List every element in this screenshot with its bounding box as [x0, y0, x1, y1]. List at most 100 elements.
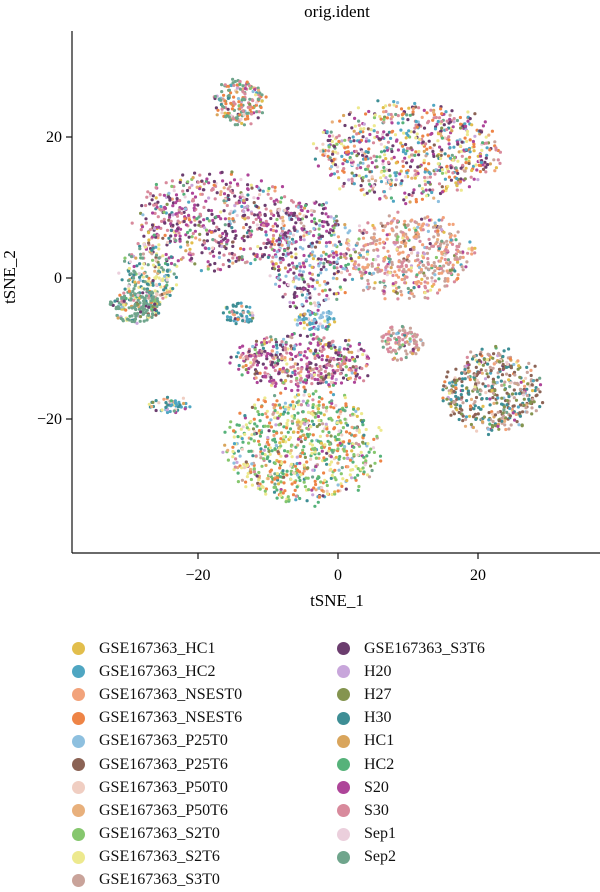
legend-item: GSE167363_S2T6 [72, 846, 242, 869]
scatter-point [178, 239, 182, 243]
scatter-point [500, 373, 505, 377]
scatter-point [151, 194, 155, 198]
scatter-point [324, 422, 328, 426]
scatter-point [316, 500, 320, 504]
scatter-point [201, 243, 205, 247]
legend-label: HC1 [364, 732, 395, 750]
scatter-point [239, 177, 243, 182]
scatter-point [447, 135, 451, 139]
scatter-point [290, 332, 294, 337]
scatter-point [334, 348, 338, 352]
scatter-point [297, 426, 301, 430]
scatter-point [388, 174, 392, 178]
scatter-point [331, 339, 335, 343]
scatter-point [313, 245, 318, 249]
scatter-point [432, 261, 436, 265]
scatter-point [183, 207, 188, 211]
scatter-point [503, 388, 507, 392]
scatter-point [337, 429, 341, 433]
legend-label: Sep2 [364, 848, 396, 866]
scatter-point [293, 318, 297, 322]
scatter-point [290, 217, 294, 221]
scatter-point [317, 292, 321, 296]
legend-item: GSE167363_NSEST0 [72, 683, 242, 706]
scatter-point [479, 389, 483, 393]
scatter-point [331, 276, 335, 280]
scatter-point [443, 136, 447, 140]
scatter-point [281, 226, 285, 231]
scatter-point [306, 288, 310, 293]
scatter-point [414, 352, 418, 356]
scatter-point [285, 473, 289, 477]
scatter-point [332, 260, 336, 264]
scatter-point [286, 206, 290, 210]
scatter-point [258, 213, 262, 217]
scatter-point [168, 215, 172, 219]
scatter-point [321, 405, 325, 409]
scatter-point [445, 128, 449, 132]
scatter-point [427, 119, 431, 123]
scatter-point [320, 397, 324, 401]
scatter-point [527, 361, 531, 365]
scatter-point [127, 287, 131, 291]
scatter-point [361, 265, 365, 269]
scatter-point [291, 471, 295, 475]
scatter-point [465, 399, 469, 403]
scatter-point [202, 205, 206, 209]
scatter-point [275, 431, 279, 435]
scatter-point [143, 245, 147, 249]
scatter-point [170, 197, 174, 201]
scatter-point [447, 169, 451, 174]
scatter-point [234, 201, 238, 205]
scatter-point [321, 207, 326, 211]
scatter-point [275, 224, 279, 228]
scatter-point [366, 127, 370, 131]
scatter-point [339, 242, 343, 246]
scatter-point [274, 382, 278, 386]
scatter-point [431, 149, 435, 154]
scatter-point [382, 120, 386, 124]
scatter-point [301, 451, 305, 455]
scatter-point [122, 299, 126, 303]
scatter-point [447, 142, 451, 146]
scatter-point [234, 304, 238, 308]
scatter-point [417, 222, 421, 226]
scatter-point [332, 292, 336, 296]
scatter-point [414, 119, 418, 124]
scatter-point [518, 375, 522, 379]
scatter-point [343, 291, 347, 295]
scatter-point [147, 279, 151, 283]
scatter-point [264, 233, 268, 237]
scatter-point [126, 317, 130, 321]
scatter-point [456, 159, 460, 163]
scatter-point [389, 350, 393, 354]
scatter-point [357, 443, 361, 447]
scatter-point [251, 454, 255, 458]
scatter-point [271, 345, 275, 349]
scatter-point [203, 226, 207, 230]
scatter-point [394, 161, 398, 165]
scatter-point [279, 490, 283, 494]
scatter-point [333, 345, 337, 349]
scatter-point [329, 346, 333, 350]
scatter-point [154, 275, 159, 279]
scatter-point [232, 429, 236, 433]
scatter-point [318, 316, 322, 320]
scatter-point [414, 136, 418, 140]
scatter-point [361, 236, 366, 240]
scatter-point [296, 382, 300, 386]
scatter-point [370, 175, 374, 179]
scatter-point [168, 198, 172, 202]
scatter-point [164, 181, 168, 185]
scatter-point [296, 388, 300, 392]
scatter-point [310, 451, 314, 455]
scatter-point [144, 217, 148, 221]
scatter-point [480, 347, 484, 351]
scatter-point [169, 228, 173, 232]
scatter-point [442, 241, 446, 245]
scatter-point [345, 160, 349, 164]
scatter-point [401, 250, 405, 254]
scatter-point [363, 463, 367, 467]
scatter-point [414, 235, 418, 239]
scatter-point [245, 464, 249, 468]
